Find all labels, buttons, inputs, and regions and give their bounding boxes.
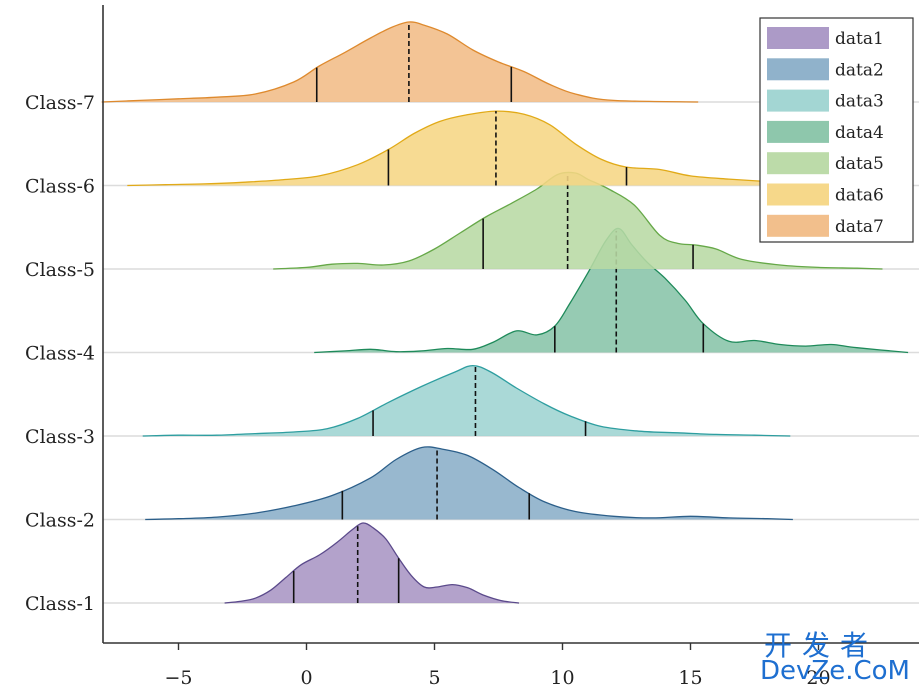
legend-label: data6 [835,186,884,206]
density-area [101,21,699,103]
legend-label: data5 [835,154,884,174]
density-area [314,228,909,353]
density-outline [127,110,832,187]
ridges [101,21,909,604]
y-tick-label: Class-6 [25,176,95,198]
y-tick-labels: Class-1 Class-2 Class-3 Class-4 Class-5 Class… [25,92,95,615]
legend-swatch [767,214,829,237]
legend-label: data2 [835,60,884,80]
legend-label: data7 [835,217,884,237]
y-tick-label: Class-3 [25,426,95,448]
y-tick-label: Class-7 [25,92,95,114]
x-tick-label: 0 [300,667,312,689]
legend-swatch [767,120,829,143]
x-tick-label: 5 [428,667,440,689]
watermark-line1: 开发者 [764,629,879,662]
legend: data1 data2 data3 data4 data5 data6 data7 [759,17,914,243]
density-area [224,522,519,603]
legend-swatch [767,183,829,206]
x-ticks: −5 0 5 10 15 20 [164,643,831,689]
ridge-data6 [127,110,832,187]
legend-swatch [767,58,829,81]
density-outline [142,364,791,437]
density-area [142,365,791,436]
x-tick-label: 15 [678,667,702,689]
ridge-data2 [145,446,793,521]
x-tick-label: 10 [550,667,574,689]
legend-label: data4 [835,123,884,143]
watermark: 开发者 DevZe.CoM [758,622,918,692]
density-area [145,446,793,520]
legend-swatch [767,27,829,49]
legend-swatch [767,152,829,175]
y-tick-label: Class-1 [25,593,95,615]
y-tick-label: Class-4 [25,343,95,365]
y-tick-label: Class-5 [25,259,95,281]
ridge-data7 [101,21,699,103]
legend-label: data1 [835,29,884,49]
ridge-data1 [224,522,520,604]
x-tick-label: −5 [164,667,192,689]
density-outline [101,21,699,103]
axes [102,5,919,644]
density-area [127,111,832,186]
density-area [273,172,883,269]
x-tick-label: 20 [806,667,830,689]
legend-label: data3 [835,92,884,112]
density-outline [224,522,520,604]
y-tick-label: Class-2 [25,510,95,532]
legend-swatch [767,89,829,112]
ridge-data3 [142,364,791,437]
watermark-line2: DevZe.CoM [760,656,910,686]
density-outline [145,446,793,521]
